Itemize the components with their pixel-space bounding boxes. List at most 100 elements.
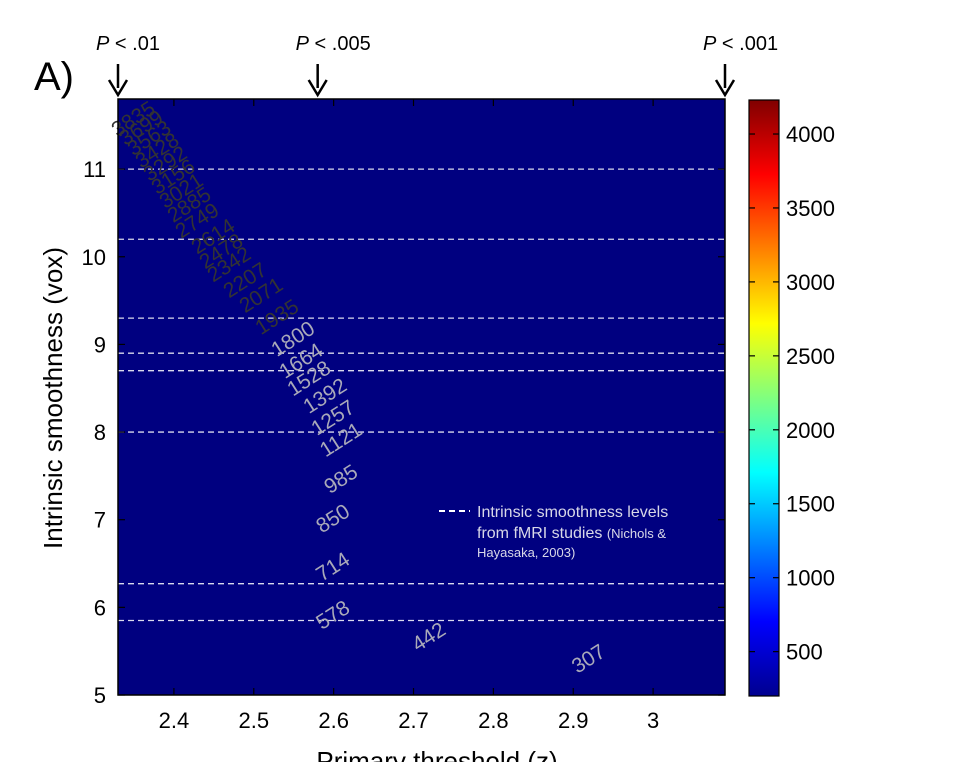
heat-cell <box>190 567 197 574</box>
heat-cell <box>412 135 419 142</box>
heat-cell <box>208 219 215 226</box>
heat-cell <box>118 111 125 118</box>
heat-cell <box>250 471 257 478</box>
heat-cell <box>400 237 407 244</box>
heat-cell <box>214 183 221 190</box>
heat-cell <box>412 477 419 484</box>
heat-cell <box>274 675 281 682</box>
heat-cell <box>286 309 293 316</box>
heat-cell <box>268 447 275 454</box>
heat-cell <box>256 693 263 695</box>
heat-cell <box>394 399 401 406</box>
heat-cell <box>400 639 407 646</box>
heat-cell <box>394 477 401 484</box>
heat-cell <box>292 531 299 538</box>
heat-cell <box>208 663 215 670</box>
heat-cell <box>214 375 221 382</box>
heat-cell <box>406 531 413 538</box>
heat-cell <box>118 555 125 562</box>
heat-cell <box>298 675 305 682</box>
heat-cell <box>256 453 263 460</box>
heat-cell <box>274 405 281 412</box>
heat-cell <box>400 147 407 154</box>
heat-cell <box>346 309 353 316</box>
heat-cell <box>148 639 155 646</box>
heat-cell <box>136 639 143 646</box>
heat-cell <box>328 357 335 364</box>
heat-cell <box>154 273 161 280</box>
heat-cell <box>208 195 215 202</box>
heat-cell <box>382 489 389 496</box>
heat-cell <box>274 645 281 652</box>
heat-cell <box>232 585 239 592</box>
heat-cell <box>412 621 419 628</box>
heat-cell <box>364 585 371 592</box>
heat-cell <box>202 609 209 616</box>
heat-cell <box>322 675 329 682</box>
heat-cell <box>364 609 371 616</box>
heat-cell <box>382 267 389 274</box>
heat-cell <box>352 435 359 442</box>
heat-cell <box>250 657 257 664</box>
heat-cell <box>142 495 149 502</box>
heat-cell <box>178 249 185 256</box>
heat-cell <box>358 663 365 670</box>
heat-cell <box>382 663 389 670</box>
heat-cell <box>208 405 215 412</box>
heat-cell <box>244 195 251 202</box>
heat-cell <box>304 135 311 142</box>
heat-cell <box>286 339 293 346</box>
heat-cell <box>202 321 209 328</box>
heat-cell <box>238 591 245 598</box>
heat-cell <box>208 387 215 394</box>
heat-cell <box>286 177 293 184</box>
heat-cell <box>118 507 125 514</box>
heat-cell <box>136 213 143 220</box>
heat-cell <box>394 597 401 604</box>
heat-cell <box>250 267 257 274</box>
heat-cell <box>382 513 389 520</box>
heat-cell <box>334 303 341 310</box>
heat-cell <box>298 561 305 568</box>
heat-cell <box>358 399 365 406</box>
heat-cell <box>202 291 209 298</box>
heat-cell <box>406 345 413 352</box>
heat-cell <box>154 471 161 478</box>
heat-cell <box>328 435 335 442</box>
heat-cell <box>262 591 269 598</box>
heat-cell <box>382 459 389 466</box>
heat-cell <box>412 237 419 244</box>
heat-cell <box>142 165 149 172</box>
heat-cell <box>310 297 317 304</box>
heat-cell <box>142 159 149 166</box>
heat-cell <box>364 501 371 508</box>
heat-cell <box>124 543 131 550</box>
heat-cell <box>280 165 287 172</box>
heat-cell <box>232 543 239 550</box>
heat-cell <box>364 141 371 148</box>
heat-cell <box>190 201 197 208</box>
heat-cell <box>172 387 179 394</box>
heat-cell <box>412 519 419 526</box>
heat-cell <box>148 339 155 346</box>
heat-cell <box>280 399 287 406</box>
heat-cell <box>292 693 299 695</box>
heat-cell <box>148 351 155 358</box>
heat-cell <box>334 273 341 280</box>
heat-cell <box>148 267 155 274</box>
heat-cell <box>124 567 131 574</box>
heat-cell <box>322 129 329 136</box>
heat-cell <box>172 423 179 430</box>
heat-cell <box>358 159 365 166</box>
heat-cell <box>382 471 389 478</box>
heat-cell <box>322 123 329 130</box>
heat-cell <box>376 525 383 532</box>
heat-cell <box>232 105 239 112</box>
heat-cell <box>118 237 125 244</box>
heat-cell <box>334 489 341 496</box>
heat-cell <box>118 243 125 250</box>
heat-cell <box>406 117 413 124</box>
heat-cell <box>124 465 131 472</box>
heat-cell <box>220 615 227 622</box>
heat-cell <box>358 369 365 376</box>
